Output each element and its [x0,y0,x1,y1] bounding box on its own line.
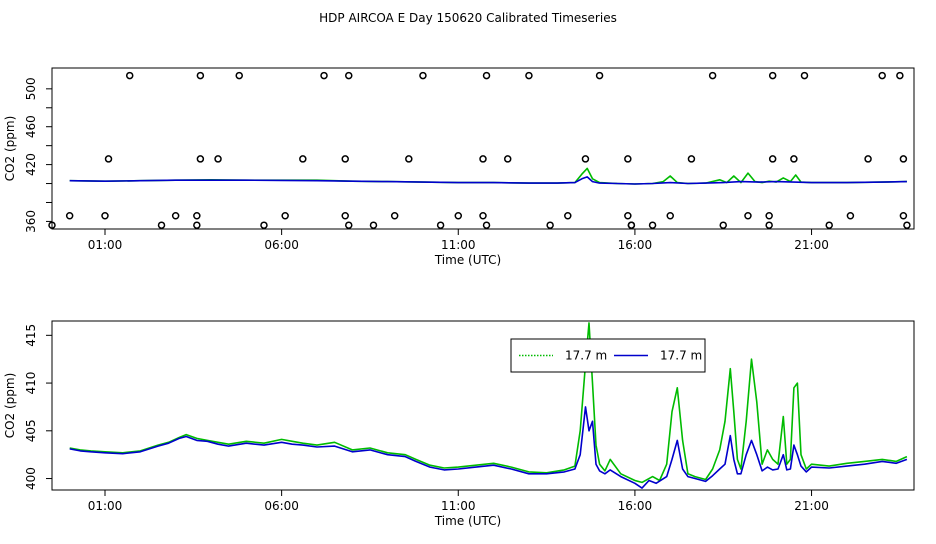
data-point [627,221,636,229]
data-point [666,211,674,220]
data-point [790,155,798,163]
plot-frame [51,67,915,230]
data-point [196,155,205,163]
data-point [899,211,908,220]
data-point [454,211,463,220]
x-tick-label: 06:00 [264,499,299,513]
data-point [345,221,353,229]
y-tick-label: 360 [24,210,38,233]
data-point [546,221,554,229]
data-point [196,71,205,80]
data-point [878,71,886,80]
legend: 17.7 m 17.7 m [510,338,706,373]
legend-label: 17.7 m [660,349,702,363]
x-tick-label: 16:00 [618,238,653,252]
data-point [235,71,243,80]
y-tick-label: 460 [24,115,38,138]
data-point [193,221,201,229]
data-point [525,71,533,80]
data-point [214,155,222,163]
figure-title: HDP AIRCOA E Day 150620 Calibrated Times… [319,11,617,25]
data-point [825,221,833,229]
data-point [624,155,632,163]
data-point [503,155,512,163]
data-point [171,211,180,220]
plot-frame [51,320,915,491]
data-point [104,155,113,163]
data-point [101,211,109,220]
x-tick-label: 21:00 [794,499,829,513]
y-tick-label: 410 [24,372,38,395]
y-tick-label: 400 [24,467,38,490]
data-point [864,155,872,163]
data-point [719,221,727,229]
data-point [899,155,908,163]
series-line-2 [69,406,908,489]
data-point [260,221,268,229]
data-point [846,211,855,220]
x-tick-label: 11:00 [441,499,476,513]
data-point [687,155,696,163]
data-point [482,221,491,229]
data-point [768,71,777,80]
data-point [648,221,657,229]
data-point [896,71,904,80]
x-tick-label: 01:00 [88,499,123,513]
data-point [708,71,717,80]
data-point [65,211,74,220]
data-point [125,71,134,80]
data-point [768,155,777,163]
data-point [479,211,487,220]
y-tick-label: 405 [24,419,38,442]
data-point [341,155,349,163]
data-point [765,211,773,220]
plot-panel-1: 01:00 06:00 11:00 16:00 21:00 Time (UTC) 360 42… [3,67,915,267]
y-tick-label: 500 [24,77,38,100]
x-tick-label: 11:00 [441,238,476,252]
x-axis-label: Time (UTC) [434,514,501,528]
data-point [157,221,166,229]
data-point [48,221,56,229]
data-point [193,211,201,220]
data-point [369,221,378,229]
data-point [341,211,349,220]
y-tick-label: 415 [24,324,38,347]
data-point [281,211,289,220]
data-point [299,155,307,163]
data-point [624,211,632,220]
plot-panel-2: 01:00 06:00 11:00 16:00 21:00 Time (UTC) 400 40… [3,320,915,528]
data-point [405,155,413,163]
y-axis-label: CO2 (ppm) [3,116,17,182]
x-axis-label: Time (UTC) [434,253,501,267]
data-point [390,211,399,220]
x-tick-label: 01:00 [88,238,123,252]
data-point [479,155,487,163]
x-tick-label: 06:00 [264,238,299,252]
y-tick-label: 420 [24,153,38,176]
data-point [800,71,809,80]
data-point [581,155,590,163]
data-point [345,71,353,80]
data-point [765,221,773,229]
series-line-1 [69,322,908,484]
data-point [744,211,752,220]
legend-label: 17.7 m [565,349,607,363]
y-axis-label: CO2 (ppm) [3,373,17,439]
data-point [903,221,911,229]
data-point [419,71,427,80]
data-point [320,71,328,80]
x-tick-label: 21:00 [794,238,829,252]
data-point [482,71,491,80]
series-line-2 [69,176,907,185]
data-point [436,221,445,229]
data-point [595,71,604,80]
data-point [564,211,572,220]
x-tick-label: 16:00 [618,499,653,513]
